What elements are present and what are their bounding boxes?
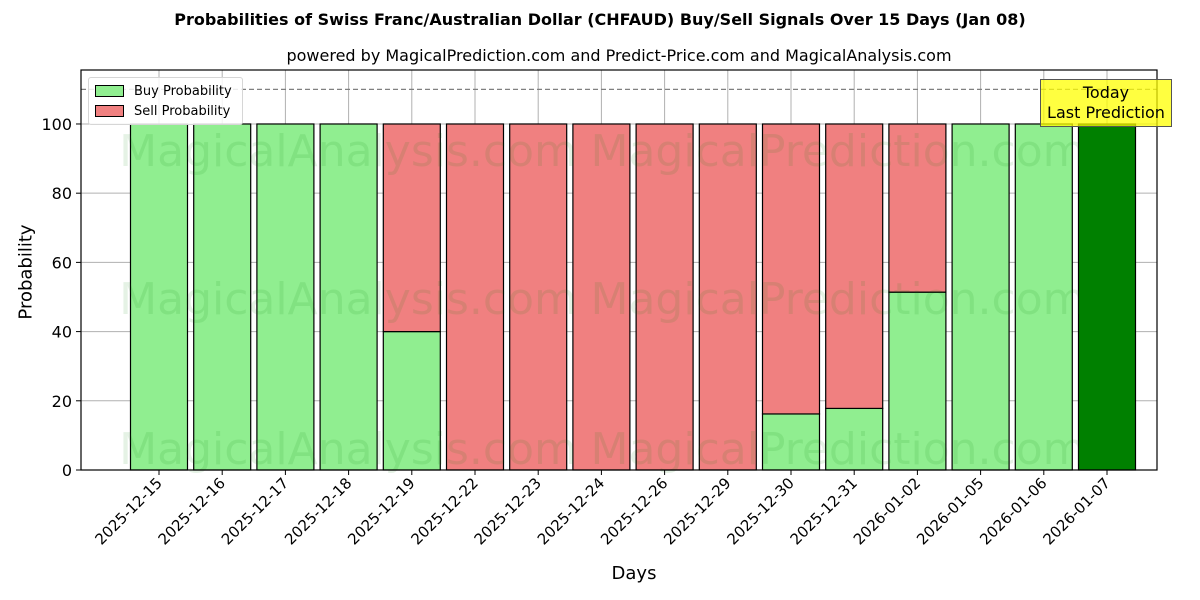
sell-swatch-icon — [95, 105, 124, 117]
x-tick-label: 2025-12-18 — [281, 474, 355, 548]
x-tick-label: 2025-12-16 — [155, 474, 229, 548]
buy-bar — [825, 407, 884, 471]
x-tick-label: 2025-12-23 — [471, 474, 545, 548]
sell-bar — [445, 123, 505, 471]
x-tick-label: 2025-12-29 — [660, 474, 734, 548]
sell-bar — [698, 123, 757, 471]
x-tick-label: 2026-01-02 — [850, 474, 924, 548]
y-tick-label: 80 — [52, 184, 72, 203]
bar-group — [888, 123, 947, 471]
chart-title: Probabilities of Swiss Franc/Australian … — [174, 10, 1026, 29]
legend-buy-label: Buy Probability — [134, 83, 232, 99]
sell-bar — [509, 123, 568, 471]
bar-group — [698, 123, 757, 471]
plot-frame — [80, 69, 1158, 471]
bar-group — [1014, 123, 1073, 471]
bar-group — [129, 123, 189, 471]
x-tick-label: 2025-12-31 — [787, 474, 861, 548]
x-tick-label: 2026-01-07 — [1039, 474, 1113, 548]
sell-bar — [761, 123, 821, 415]
today-annotation: Today Last Prediction — [1040, 79, 1172, 127]
buy-bar — [1014, 123, 1073, 471]
watermark-text: MagicalAnalysis.com — [119, 274, 577, 325]
x-tick-label: 2025-12-22 — [407, 474, 481, 548]
legend-item-buy: Buy Probability — [95, 83, 232, 99]
x-tick-label: 2026-01-05 — [913, 474, 987, 548]
x-tick-label: 2025-12-15 — [91, 474, 165, 548]
bar-group — [445, 123, 505, 471]
today-annotation-line2: Last Prediction — [1047, 103, 1165, 122]
y-tick-label: 60 — [52, 253, 72, 272]
bar-group — [319, 123, 378, 471]
y-tick-label: 20 — [52, 392, 72, 411]
chart-subtitle: powered by MagicalPrediction.com and Pre… — [286, 46, 952, 65]
buy-swatch-icon — [95, 85, 124, 97]
bar-group — [509, 123, 568, 471]
x-tick-label: 2026-01-06 — [976, 474, 1050, 548]
sell-bar — [825, 123, 884, 410]
legend: Buy Probability Sell Probability — [88, 77, 243, 125]
watermark-text: MagicalAnalysis.com — [119, 424, 577, 475]
sell-bar — [888, 123, 947, 293]
x-tick-label: 2025-12-19 — [344, 474, 418, 548]
x-axis-label: Days — [611, 563, 657, 584]
watermark-text: MagicalAnalysis.com — [119, 126, 577, 177]
bar-group — [635, 123, 694, 471]
x-tick-label: 2025-12-17 — [218, 474, 292, 548]
y-tick-label: 0 — [62, 461, 72, 480]
watermark-text: MagicalPrediction.com — [591, 126, 1086, 177]
bar-group — [1077, 123, 1137, 471]
buy-bar — [129, 123, 189, 471]
sell-bar — [635, 123, 694, 471]
buy-bar — [319, 123, 378, 471]
x-tick-label: 2025-12-26 — [597, 474, 671, 548]
buy-bar — [256, 123, 315, 471]
legend-sell-label: Sell Probability — [134, 103, 231, 119]
y-axis-label: Probability — [15, 224, 37, 320]
bar-group — [382, 123, 441, 471]
bar-group — [825, 123, 884, 471]
sell-bar — [382, 123, 441, 333]
legend-item-sell: Sell Probability — [95, 103, 230, 119]
x-tick-label: 2025-12-24 — [534, 474, 608, 548]
x-tick-label: 2025-12-30 — [723, 474, 797, 548]
buy-bar — [888, 291, 947, 471]
watermark-text: MagicalPrediction.com — [591, 424, 1086, 475]
today-annotation-line1: Today — [1082, 83, 1130, 102]
y-tick-label: 40 — [52, 323, 72, 342]
bar-group — [256, 123, 315, 471]
bar-group — [761, 123, 821, 471]
watermark-text: MagicalPrediction.com — [591, 274, 1086, 325]
y-tick-label: 100 — [41, 115, 72, 134]
buy-bar — [1077, 123, 1137, 471]
